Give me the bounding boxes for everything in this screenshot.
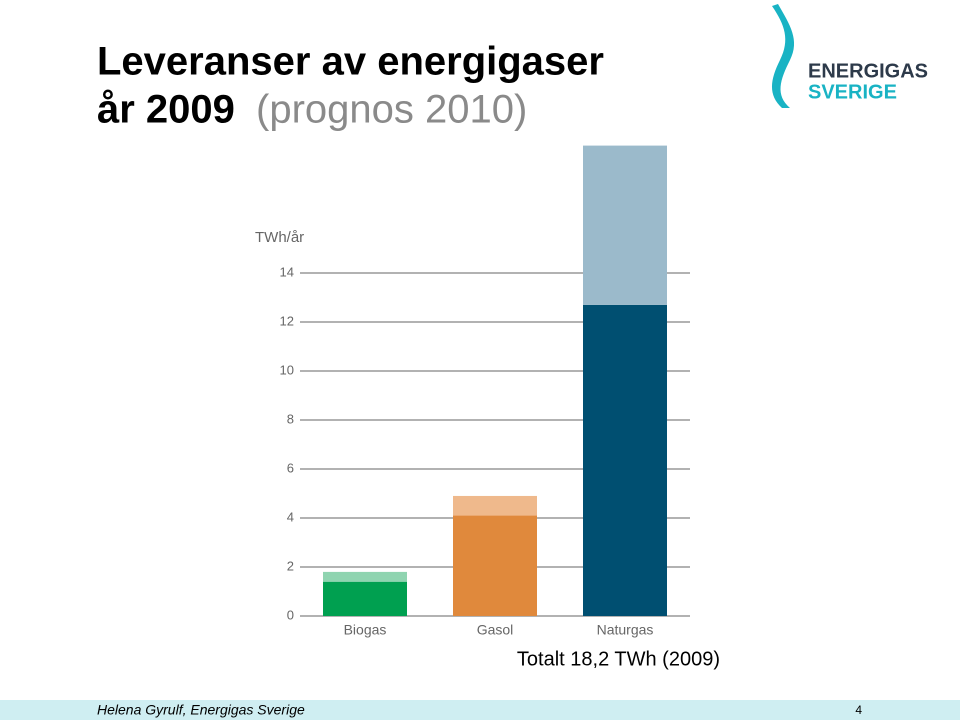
logo-mark <box>772 4 795 108</box>
bar-segment <box>323 581 407 616</box>
page-number: 4 <box>855 703 862 717</box>
x-tick-label: Naturgas <box>597 622 654 638</box>
y-tick-label: 8 <box>287 411 294 426</box>
bar-segment <box>583 145 667 305</box>
logo-text: ENERGIGAS <box>808 60 928 82</box>
x-tick-label: Gasol <box>477 622 514 638</box>
x-tick-label: Biogas <box>344 622 387 638</box>
annotation: Totalt 18,2 TWh (2009) <box>517 648 720 670</box>
y-axis-label: TWh/år <box>255 229 304 246</box>
title-note: (prognos 2010) <box>256 88 527 132</box>
bar-segment <box>323 571 407 582</box>
bar-segment <box>453 495 537 516</box>
footer-band <box>0 700 960 720</box>
bar-segment <box>453 515 537 616</box>
y-tick-label: 2 <box>287 558 294 573</box>
title-year: år 2009 <box>97 88 235 132</box>
footer-author: Helena Gyrulf, Energigas Sverige <box>97 702 305 718</box>
y-tick-label: 14 <box>280 264 294 279</box>
y-tick-label: 4 <box>287 509 294 524</box>
y-tick-label: 10 <box>280 362 294 377</box>
y-tick-label: 12 <box>280 313 294 328</box>
logo-text: SVERIGE <box>808 81 897 103</box>
y-tick-label: 0 <box>287 607 294 622</box>
title: Leveranser av energigaser <box>97 40 604 84</box>
y-tick-label: 6 <box>287 460 294 475</box>
bar-segment <box>583 304 667 616</box>
